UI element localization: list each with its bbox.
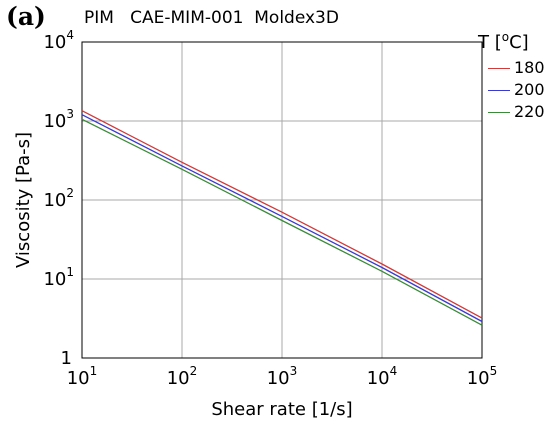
legend-label: 220	[514, 102, 545, 121]
legend-swatch	[488, 68, 510, 69]
x-tick-label: 101	[67, 364, 98, 389]
y-axis-label: Viscosity [Pa-s]	[13, 132, 34, 268]
y-tick-label: 1	[61, 348, 72, 369]
series-line-200	[81, 114, 483, 323]
panel-label: (a)	[6, 2, 46, 31]
y-tick-labels: 1 101 102 103 104	[43, 28, 74, 369]
legend-item-200: 200	[488, 80, 545, 99]
chart-title: PIM CAE-MIM-001 Moldex3D	[84, 8, 339, 28]
x-axis-label: Shear rate [1/s]	[211, 399, 352, 420]
series-line-180	[81, 110, 483, 319]
series-line-220	[81, 118, 483, 326]
x-tick-labels: 101 102 103 104 105	[67, 364, 498, 389]
x-tick-label: 104	[367, 364, 398, 389]
y-tick-label: 104	[43, 28, 74, 53]
legend-title: T [oC]	[478, 30, 529, 53]
y-tick-label: 101	[43, 265, 74, 290]
series-group	[81, 110, 483, 326]
legend-label: 200	[514, 80, 545, 99]
y-tick-label: 103	[43, 107, 74, 132]
legend-swatch	[488, 112, 510, 113]
plot-frame	[81, 41, 483, 359]
legend-swatch	[488, 90, 510, 91]
legend-label: 180	[514, 58, 545, 77]
x-tick-label: 102	[167, 364, 198, 389]
grid	[81, 41, 483, 359]
legend-item-220: 220	[488, 102, 545, 121]
x-tick-label: 105	[467, 364, 498, 389]
y-tick-label: 102	[43, 186, 74, 211]
legend-item-180: 180	[488, 58, 545, 77]
x-tick-label: 103	[267, 364, 298, 389]
